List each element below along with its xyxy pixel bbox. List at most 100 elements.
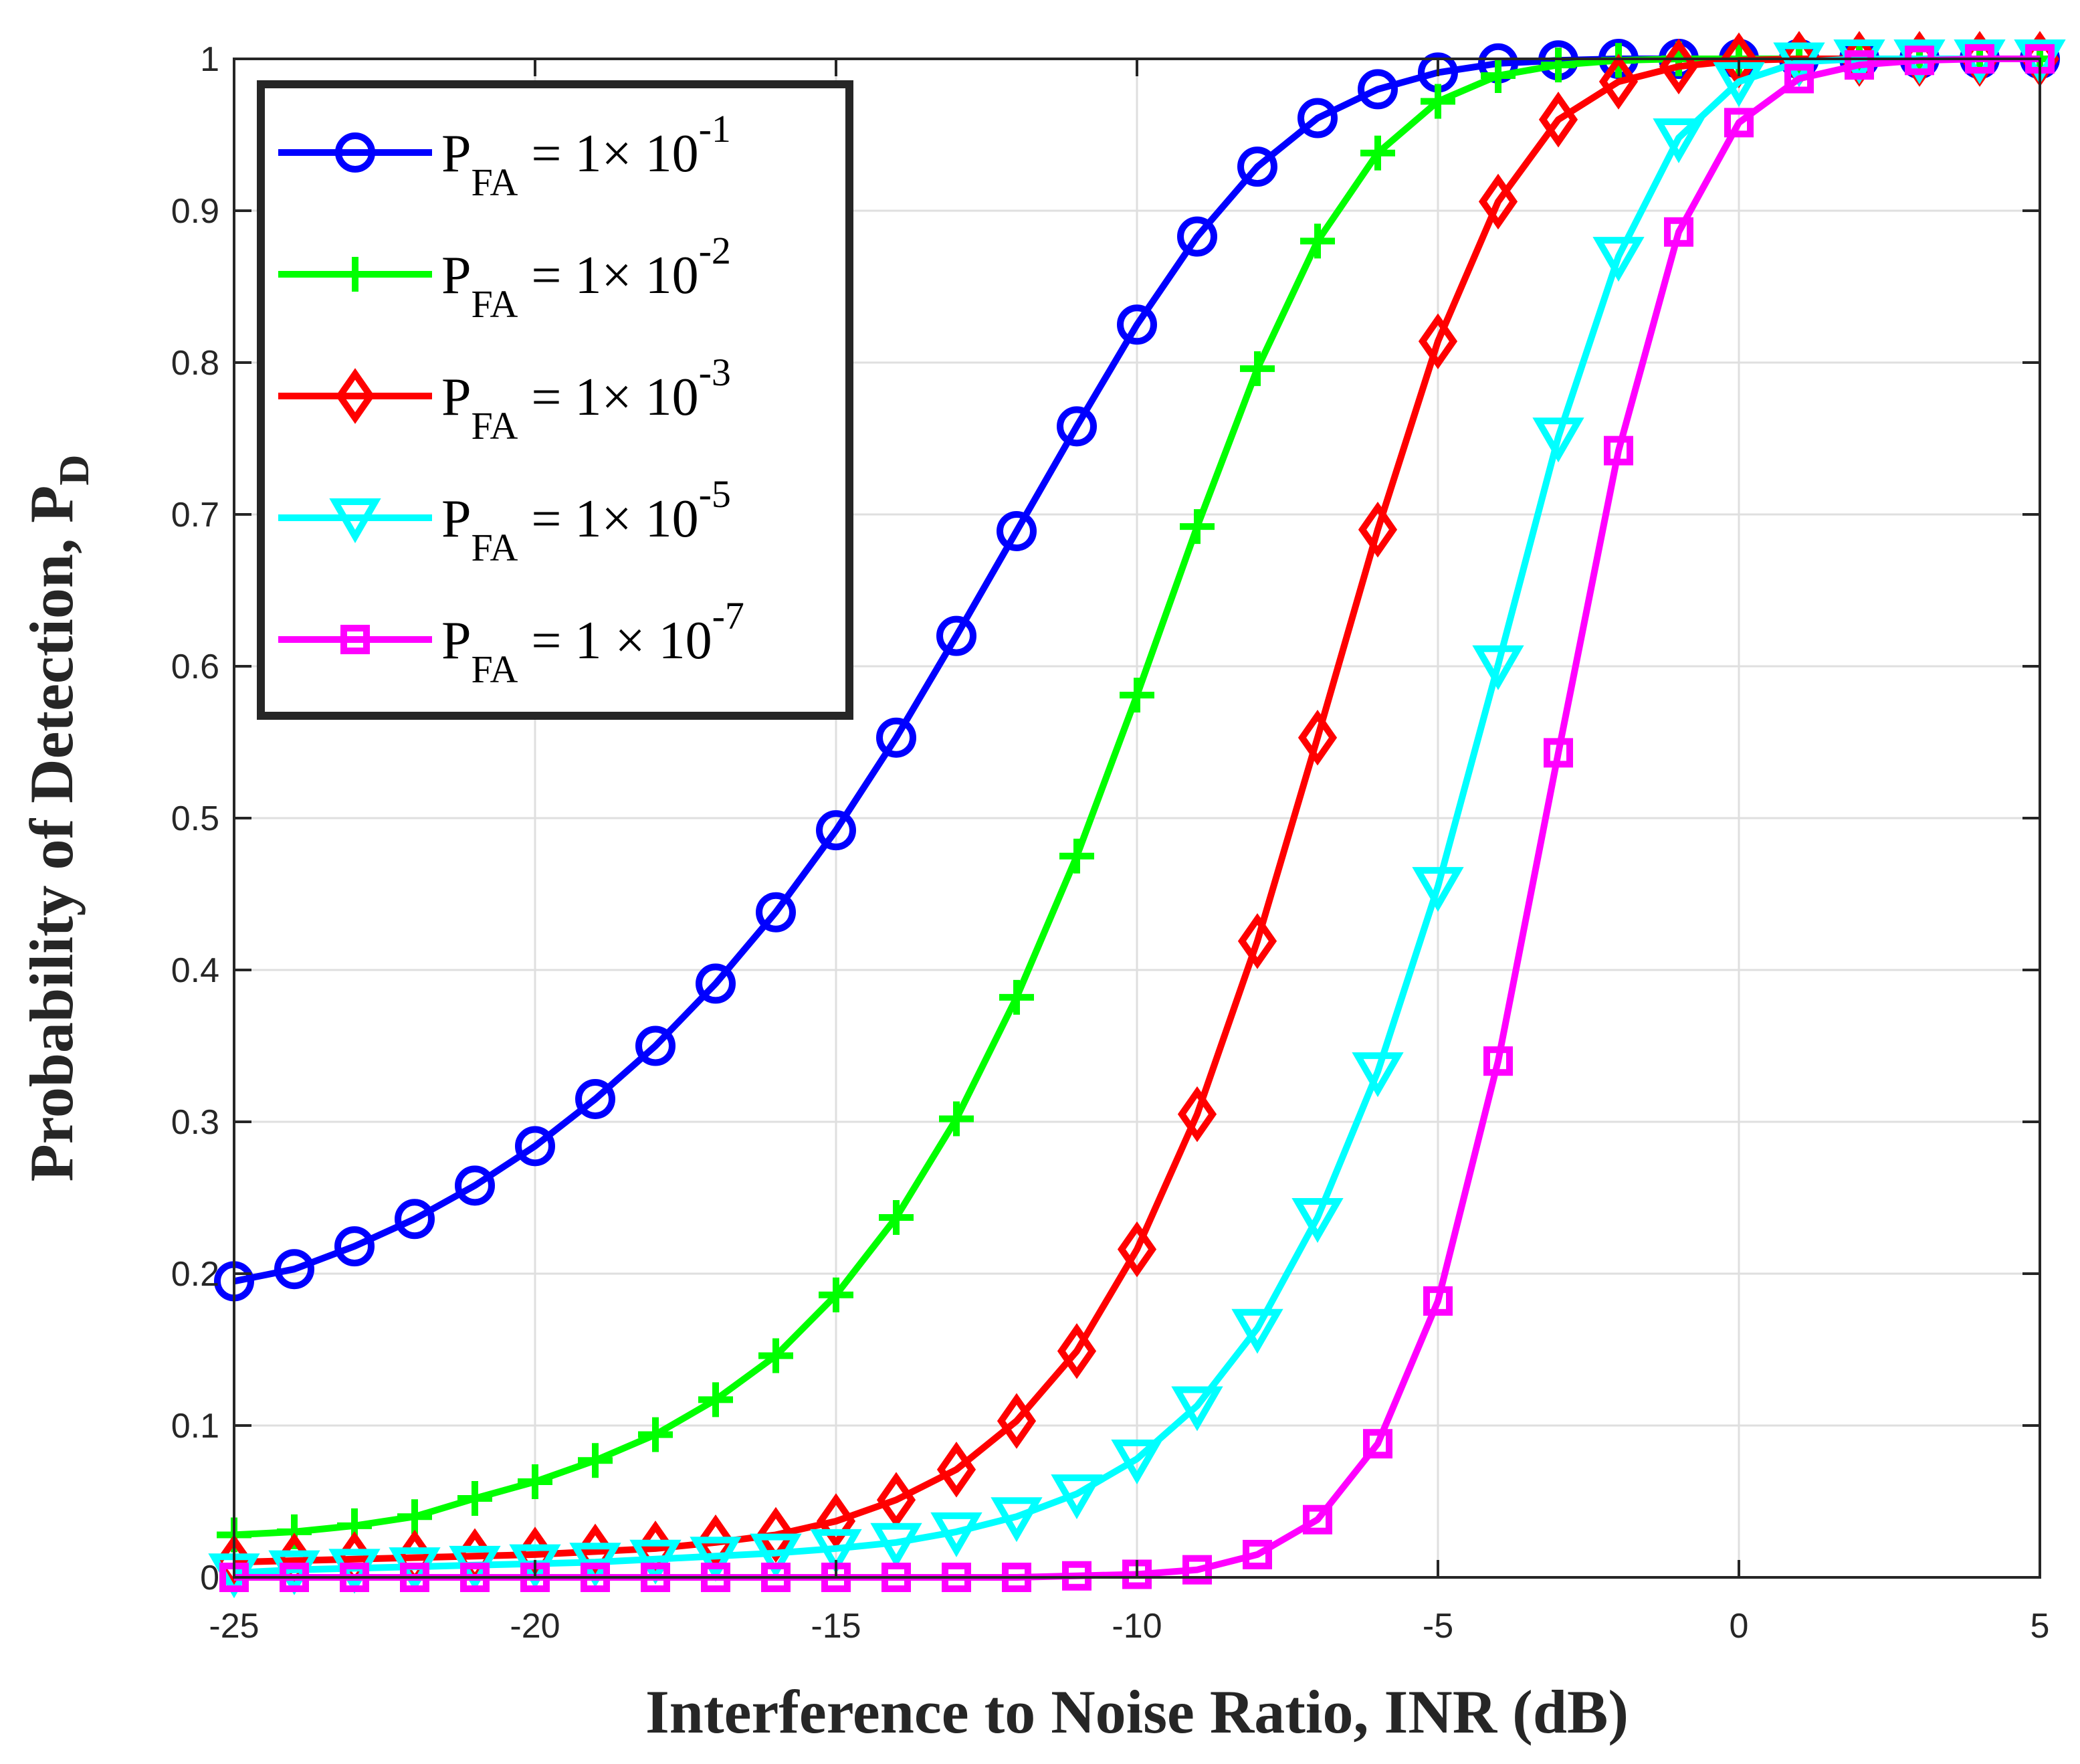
data-point xyxy=(1773,42,1825,88)
y-tick-label: 0.8 xyxy=(171,344,219,383)
data-point xyxy=(457,1480,492,1516)
data-point xyxy=(1051,1474,1103,1520)
data-point xyxy=(1297,98,1338,138)
legend-marker xyxy=(335,368,375,424)
data-point xyxy=(1111,1439,1163,1484)
data-point xyxy=(1177,216,1217,257)
data-point xyxy=(1418,313,1458,369)
legend-label-p: P xyxy=(441,124,472,183)
data-point xyxy=(455,1165,495,1206)
legend-label-equation: = 1× 10 xyxy=(518,124,698,183)
data-point xyxy=(1423,1286,1453,1316)
data-point xyxy=(1412,867,1464,912)
data-point xyxy=(690,1537,742,1582)
data-point xyxy=(816,810,856,851)
legend-label-equation: = 1× 10 xyxy=(518,490,698,549)
data-point xyxy=(1243,1539,1272,1569)
data-point xyxy=(1845,50,1874,80)
data-point xyxy=(638,1417,673,1452)
data-point xyxy=(1483,1046,1513,1076)
x-tick-label: 0 xyxy=(1730,1607,1749,1646)
y-tick-label: 0.2 xyxy=(171,1255,219,1294)
y-tick-label: 0.9 xyxy=(171,192,219,231)
legend-label-subscript: FA xyxy=(472,404,518,448)
data-point xyxy=(1421,84,1455,119)
x-tick-label: -15 xyxy=(811,1607,861,1646)
data-point xyxy=(635,1025,675,1066)
legend-label-exponent: -7 xyxy=(712,594,744,638)
data-point xyxy=(1358,69,1398,110)
data-point xyxy=(1120,678,1154,713)
data-point xyxy=(334,1226,375,1267)
data-point xyxy=(1352,1052,1404,1098)
data-point xyxy=(395,1199,435,1240)
y-axis-title: Probability of Detection, PD xyxy=(17,454,98,1181)
data-point xyxy=(1598,54,1639,110)
data-point xyxy=(991,1497,1043,1543)
data-point xyxy=(819,1277,853,1312)
legend-label-equation: = 1 × 10 xyxy=(518,611,712,670)
data-point xyxy=(876,1472,916,1528)
data-point xyxy=(1300,223,1335,259)
legend-label-exponent: -1 xyxy=(699,107,731,151)
y-axis-title-main: Probability of Detection, P xyxy=(17,486,86,1182)
data-point xyxy=(756,892,796,933)
data-point xyxy=(1604,435,1633,466)
data-point xyxy=(515,1126,555,1167)
legend-label: PFA = 1 × 10-7 xyxy=(441,594,744,691)
data-point xyxy=(1240,351,1275,387)
y-tick-label: 0 xyxy=(200,1559,219,1597)
data-point xyxy=(696,963,736,1004)
data-point xyxy=(1117,1221,1157,1278)
data-point xyxy=(1538,92,1578,148)
legend-label: PFA = 1× 10-1 xyxy=(441,107,731,204)
data-point xyxy=(870,1523,922,1568)
x-tick-label: 5 xyxy=(2031,1607,2050,1646)
data-point xyxy=(1291,1198,1344,1244)
legend-entry-1: PFA = 1× 10-1 xyxy=(278,107,731,204)
legend-entry-2: PFA = 1× 10-2 xyxy=(278,229,731,326)
data-point xyxy=(999,979,1034,1015)
data-point xyxy=(1117,304,1157,345)
legend-label-equation: = 1× 10 xyxy=(518,368,698,427)
data-point xyxy=(876,717,916,758)
data-point xyxy=(1237,146,1277,187)
data-point xyxy=(1481,58,1516,93)
legend-label-exponent: -5 xyxy=(699,472,731,516)
data-point xyxy=(1784,64,1814,94)
y-tick-label: 0.1 xyxy=(171,1407,219,1446)
y-tick-label: 0.4 xyxy=(171,951,219,990)
data-point xyxy=(1360,135,1395,171)
y-tick-label: 0.5 xyxy=(171,799,219,838)
data-point xyxy=(756,1506,796,1563)
data-point xyxy=(810,1529,862,1574)
legend-label-subscript: FA xyxy=(472,526,518,569)
legend-label-p: P xyxy=(441,246,472,305)
y-axis-title-subscript: D xyxy=(50,454,98,485)
legend-label-equation: = 1× 10 xyxy=(518,246,698,305)
x-tick-label: -25 xyxy=(209,1607,259,1646)
data-point xyxy=(1478,173,1518,230)
legend-label: PFA = 1× 10-3 xyxy=(441,351,731,448)
legend-entry-5: PFA = 1 × 10-7 xyxy=(278,594,744,691)
legend-label-exponent: -3 xyxy=(699,351,731,394)
data-point xyxy=(1544,738,1573,768)
data-point xyxy=(930,1512,982,1557)
data-point xyxy=(1057,406,1097,447)
x-axis-title: Interference to Noise Ratio, INR (dB) xyxy=(645,1678,1629,1746)
y-tick-label: 0.6 xyxy=(171,648,219,686)
data-point xyxy=(1182,1555,1212,1585)
data-point xyxy=(1532,417,1584,463)
data-point xyxy=(1057,1323,1097,1379)
data-point xyxy=(936,615,976,656)
data-point xyxy=(1592,237,1645,282)
y-tick-label: 0.7 xyxy=(171,496,219,534)
data-point xyxy=(1303,1504,1332,1535)
x-tick-label: -20 xyxy=(510,1607,560,1646)
data-point xyxy=(750,1533,802,1579)
data-point xyxy=(939,1101,974,1137)
data-point xyxy=(1653,118,1705,164)
legend-label-subscript: FA xyxy=(472,282,518,326)
legend-label-p: P xyxy=(441,611,472,670)
legend-label-exponent: -2 xyxy=(699,229,731,272)
